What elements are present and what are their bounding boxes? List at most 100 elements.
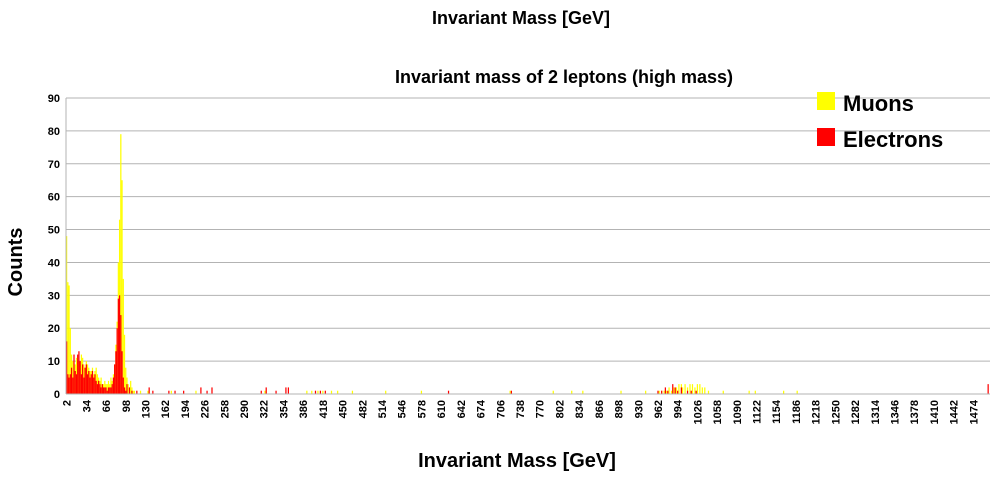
bar-electrons [73,354,75,394]
bar-muons [69,328,71,394]
x-tick-label: 738 [515,400,527,418]
x-tick-label: 1058 [712,400,724,424]
bar-muons [127,384,129,394]
x-tick-label: 1026 [692,400,704,424]
bar-muons [100,377,102,394]
bar-electrons [80,374,83,394]
bar-electrons [667,390,669,394]
x-tick-label: 610 [436,400,448,418]
bar-electrons [200,387,202,394]
bar-muons [121,180,123,394]
bar-muons [673,387,675,394]
bar-electrons [114,364,116,394]
bar-muons [337,390,339,394]
bar-electrons [319,390,322,394]
bar-electrons [287,387,289,394]
bar-electrons [67,374,69,394]
x-axis-label: Invariant Mass [GeV] [418,450,616,472]
x-tick-label: 130 [140,400,152,418]
bar-electrons [686,390,689,394]
bar-muons [748,390,750,394]
x-tick-label: 1250 [830,400,842,424]
bars [66,134,989,394]
bar-electrons [260,390,262,394]
x-tick-label: 898 [614,400,626,418]
x-tick-label: 354 [278,399,290,418]
bar-muons [701,387,703,394]
bar-electrons [68,377,70,394]
plot-area [66,98,990,394]
bar-electrons [174,390,176,394]
x-tick-label: 514 [377,399,389,418]
y-tick-label: 10 [48,356,60,368]
bar-muons [722,390,724,394]
bar-electrons [120,315,122,394]
bar-electrons [88,370,90,394]
x-tick-label: 578 [416,400,428,418]
bar-muons [552,390,554,394]
x-tick-label: 642 [456,400,468,418]
bar-electrons [79,361,81,394]
bar-muons [509,390,511,394]
x-tick-label: 1218 [811,400,823,424]
x-tick-label: 1474 [968,399,980,424]
bar-muons [754,390,756,394]
y-tick-label: 40 [48,257,60,269]
y-tick-label: 70 [48,159,60,171]
bar-muons [582,390,584,394]
x-tick-label: 1346 [890,400,902,424]
bar-electrons [131,390,133,394]
bar-muons [68,285,70,394]
bar-electrons [118,295,121,394]
bar-electrons [657,390,659,394]
bar-electrons [112,377,115,394]
bar-muons [620,390,622,394]
bar-electrons [125,390,127,394]
bar-muons [658,390,660,394]
bar-electrons [128,387,131,394]
y-tick-labels: 0 10 20 30 40 50 60 70 80 90 [48,93,60,401]
bar-muons [133,390,135,394]
bar-electrons [510,390,512,394]
bar-muons [678,384,680,394]
x-tick-label: 418 [318,400,330,418]
y-tick-label: 20 [48,323,60,335]
bar-electrons [148,387,150,394]
bar-muons [696,384,699,394]
bar-muons [330,390,333,394]
y-tick-label: 60 [48,192,60,204]
bar-muons [322,390,324,394]
bar-electrons [123,387,126,394]
x-tick-labels: 2 34 66 98 130 162 194 226 258 290 322 354 386 418 450… [62,399,981,424]
x-tick-label: 546 [397,400,409,418]
bar-muons [317,390,319,394]
bar-electrons [111,384,113,394]
bar-muons [147,390,149,394]
bar-electrons [324,390,326,394]
x-tick-label: 162 [160,400,172,418]
x-tick-label: 386 [298,400,310,418]
bar-muons [670,390,673,394]
bar-electrons [672,384,674,394]
y-tick-label: 30 [48,290,60,302]
bar-muons [125,367,127,394]
bar-electrons [661,390,663,394]
bar-electrons [74,370,76,394]
bar-electrons [122,377,124,394]
bar-muons [66,236,68,394]
x-tick-label: 290 [239,400,251,418]
page-title: Invariant Mass [GeV] [432,8,610,28]
bar-electrons [93,377,95,394]
bar-muons [707,390,710,394]
bar-electrons [116,328,118,394]
bar-muons [123,334,126,394]
bar-electrons [83,377,85,394]
x-tick-label: 258 [219,400,231,418]
bar-electrons [106,390,108,394]
legend-swatch-electrons [817,128,835,146]
bar-electrons [110,387,112,394]
bar-electrons [66,341,68,394]
bar-electrons [447,390,450,394]
bar-electrons [99,384,101,394]
bar-electrons [695,390,697,394]
